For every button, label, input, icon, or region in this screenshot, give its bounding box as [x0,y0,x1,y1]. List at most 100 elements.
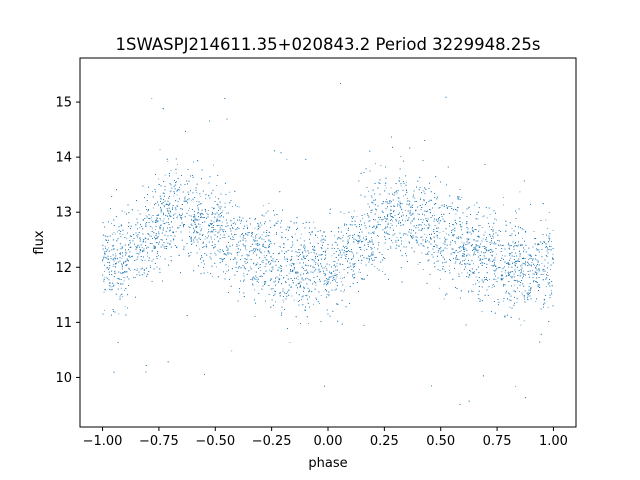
data-point [217,216,219,218]
data-point [120,287,122,289]
data-point [117,231,119,233]
data-point [107,247,109,249]
data-point [225,273,226,274]
data-point [273,281,275,283]
chart-title: 1SWASPJ214611.35+020843.2 Period 3229948… [115,35,540,54]
data-point [493,237,494,239]
data-point [232,228,234,229]
data-point [283,301,284,303]
data-point [331,273,333,275]
data-point [547,281,549,283]
data-point [263,255,265,257]
data-point [436,261,438,263]
data-point [302,259,304,261]
data-point [151,235,152,237]
data-point [292,245,294,247]
data-point [445,233,447,235]
data-point [518,244,520,246]
data-point [407,234,409,236]
data-point [154,238,156,240]
data-point [532,270,533,272]
data-point [285,265,287,267]
data-point [424,227,425,229]
data-point [545,286,547,288]
data-point [114,248,115,250]
data-point [516,212,517,214]
data-point [177,164,178,165]
data-point [390,187,392,189]
data-point [535,248,537,250]
data-point [515,386,517,388]
data-point [548,212,550,213]
data-point [288,227,290,229]
data-point [499,267,500,269]
data-point [320,270,322,272]
data-point [501,271,503,273]
data-point [215,231,217,232]
data-point [188,226,190,228]
data-point [368,220,370,222]
data-point [504,272,506,274]
data-point [490,236,491,238]
data-point [502,197,504,198]
data-point [216,185,217,186]
data-point [356,215,358,217]
data-point [493,278,495,280]
data-point [103,291,105,293]
data-point [112,233,113,235]
data-point [362,217,364,219]
data-point [459,217,460,219]
data-point [196,201,198,202]
data-point [392,220,394,222]
data-point [152,207,154,209]
data-point [374,266,376,268]
data-point [278,277,280,279]
data-point [536,248,538,250]
data-point [111,222,112,224]
data-point [484,231,486,233]
data-point [400,237,402,239]
data-point [147,255,148,257]
data-point [478,225,479,227]
data-point [326,268,328,269]
data-point [104,289,105,291]
data-point [291,258,292,260]
data-point [271,278,272,280]
data-point [318,268,320,270]
data-point [145,215,147,217]
data-point [467,253,469,255]
data-point [370,233,372,235]
data-point [115,253,116,255]
data-point [413,218,415,220]
data-point [428,227,430,229]
plot-background [80,58,576,427]
data-point [254,289,255,291]
data-point [151,98,153,99]
data-point [481,227,483,228]
data-point [271,266,273,268]
data-point [221,221,223,223]
data-point [552,257,553,259]
data-point [257,262,259,264]
data-point [399,205,401,206]
data-point [190,199,192,201]
data-point [370,247,371,248]
data-point [472,263,474,265]
data-point [535,255,537,257]
data-point [461,241,463,243]
data-point [481,261,483,263]
data-point [328,295,330,297]
data-point [280,236,282,238]
data-point [160,219,161,221]
data-point [395,240,397,241]
data-point [232,205,233,207]
data-point [475,249,477,251]
data-point [308,323,309,324]
data-point [134,276,136,278]
data-point [346,261,348,263]
data-point [278,281,280,282]
data-point [352,258,354,260]
data-point [309,290,311,292]
data-point [505,276,507,277]
data-point [264,251,266,253]
